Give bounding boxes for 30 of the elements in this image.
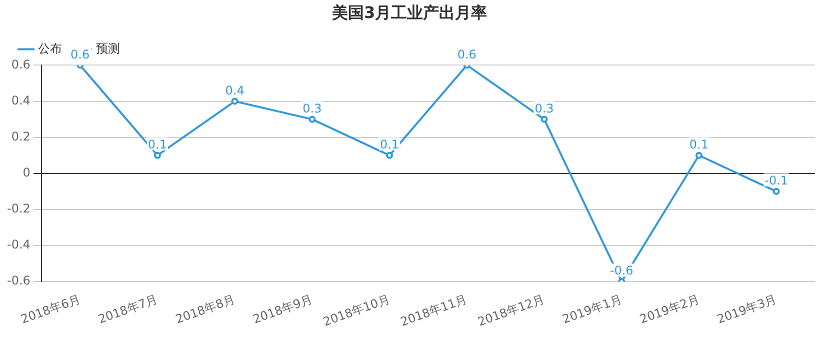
data-label: 0.3 [534,101,554,116]
y-tick-label: 0.6 [11,57,30,72]
y-tick-label: 0 [22,166,30,180]
x-tick-label: 2019年1月 [560,292,624,326]
x-tick-label: 2018年8月 [174,292,237,326]
y-tick-label: -0.2 [6,202,30,216]
legend-label: 预测 [96,41,120,56]
data-label: 0.3 [302,101,322,116]
x-tick-label: 2019年2月 [638,292,702,326]
data-label: -0.1 [764,174,788,188]
x-tick-label: 2018年10月 [321,292,392,329]
data-label: 0.1 [148,137,167,152]
data-label: 0.1 [380,137,400,152]
data-label: 0.6 [457,47,476,62]
y-tick-label: 0.4 [11,93,30,108]
x-tick-label: 2018年7月 [96,292,160,326]
y-tick-label: -0.4 [6,238,30,252]
chart-title: 美国3月工业产出月率 [330,2,488,22]
legend-label: 公布 [38,41,62,56]
x-tick-label: 2018年9月 [251,292,314,326]
data-label: 0.4 [225,83,244,98]
y-tick-label: -0.6 [6,274,30,288]
x-tick-label: 2018年11月 [398,292,469,329]
data-label: -0.6 [610,264,634,278]
x-tick-label: 2018年6月 [19,292,82,326]
data-label: 0.6 [70,47,90,62]
data-label: 0.1 [689,137,709,152]
x-tick-label: 2019年3月 [715,292,778,326]
x-tick-label: 2018年12月 [476,292,546,329]
y-tick-label: 0.2 [11,129,30,144]
